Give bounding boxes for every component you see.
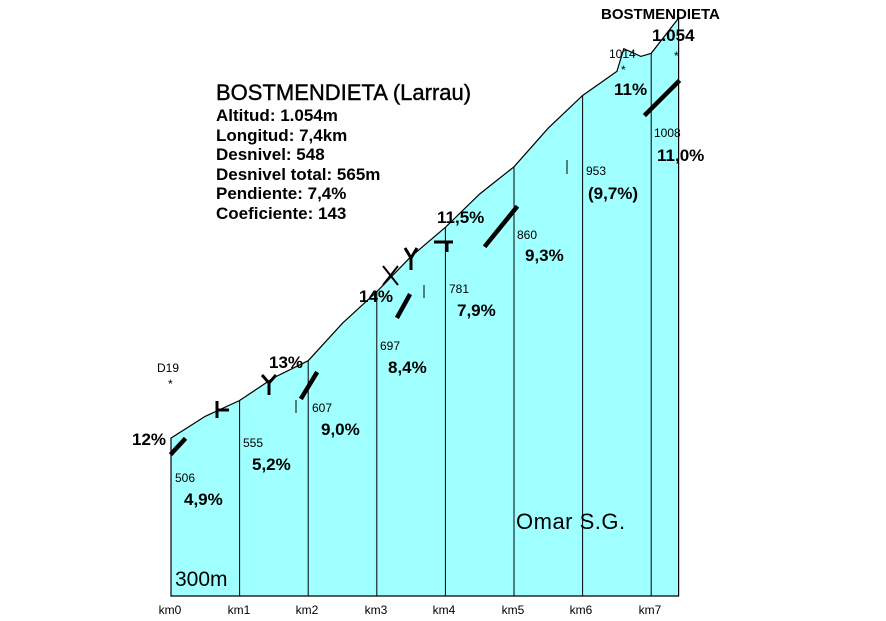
km-label-3: km3 bbox=[365, 603, 388, 617]
info-coeficiente: Coeficiente: 143 bbox=[216, 203, 347, 223]
author-credit: Omar S.G. bbox=[516, 509, 626, 534]
ramp-mark-km5 bbox=[482, 204, 520, 249]
altitude-label-3: 697 bbox=[380, 339, 400, 353]
info-desnivel-total: Desnivel total: 565m bbox=[216, 164, 381, 184]
gradient-label-2: 9,0% bbox=[321, 420, 360, 439]
km-label-4: km4 bbox=[433, 603, 456, 617]
base-scale-label: 300m bbox=[175, 568, 228, 591]
km-dividers bbox=[239, 53, 652, 596]
altitude-label-1: 555 bbox=[243, 436, 263, 450]
profile-area bbox=[170, 16, 680, 597]
ramp-mark-km3 bbox=[394, 292, 413, 320]
waypoint-marker-1014: * bbox=[621, 63, 626, 77]
gradient-label-0: 4,9% bbox=[184, 490, 223, 509]
info-pendiente: Pendiente: 7,4% bbox=[216, 184, 347, 203]
ramp-label-2: 14% bbox=[359, 287, 393, 306]
junction-t-icon-2 bbox=[434, 240, 453, 252]
summit-marker: * bbox=[674, 49, 679, 63]
info-longitud: Longitud: 7,4km bbox=[216, 125, 348, 145]
ramp-label-3: 11,5% bbox=[437, 208, 484, 227]
summit-name: BOSTMENDIETA bbox=[601, 6, 720, 23]
ramp-label-4: 11% bbox=[614, 80, 647, 99]
ramp-mark-summit bbox=[642, 78, 682, 118]
km-label-2: km2 bbox=[296, 603, 319, 617]
km-label-7: km7 bbox=[639, 603, 662, 617]
small-ticks bbox=[295, 160, 568, 413]
km-label-0: km0 bbox=[159, 603, 182, 617]
ramp-label-1: 13% bbox=[269, 353, 303, 372]
ramp-marks bbox=[168, 78, 682, 457]
waypoint-label-1014: 1014 bbox=[609, 47, 636, 61]
ramp-mark-km2 bbox=[298, 370, 320, 401]
gradient-label-1: 5,2% bbox=[252, 455, 291, 474]
junction-y-icon-1 bbox=[260, 374, 278, 395]
altitude-label-2: 607 bbox=[312, 401, 332, 415]
altitude-label-7: 1008 bbox=[654, 126, 681, 140]
climb-info-panel: BOSTMENDIETA (Larrau) Altitud: 1.054m Lo… bbox=[216, 80, 471, 223]
chart-labels: km0 km1 km2 km3 km4 km5 km6 km7 506 555 … bbox=[132, 47, 704, 617]
ramp-mark-km0 bbox=[168, 436, 188, 457]
summit-altitude: 1.054 bbox=[652, 26, 695, 45]
ramp-label-0: 12% bbox=[132, 430, 166, 449]
gradient-label-7: 11,0% bbox=[657, 146, 704, 165]
gradient-label-6: (9,7%) bbox=[588, 184, 638, 203]
junction-y-icon-2 bbox=[403, 247, 419, 270]
info-altitud: Altitud: 1.054m bbox=[216, 106, 338, 125]
waypoint-label-d19: D19 bbox=[157, 361, 179, 375]
gradient-label-5: 9,3% bbox=[525, 246, 564, 265]
km-label-1: km1 bbox=[228, 603, 251, 617]
km-label-5: km5 bbox=[502, 603, 525, 617]
junction-t-icon-1 bbox=[215, 401, 229, 418]
altitude-label-6: 953 bbox=[586, 164, 606, 178]
gradient-label-3: 8,4% bbox=[388, 358, 427, 377]
altitude-label-4: 781 bbox=[449, 282, 469, 296]
km-label-6: km6 bbox=[570, 603, 593, 617]
waypoint-marker-d19: * bbox=[168, 377, 173, 391]
info-desnivel: Desnivel: 548 bbox=[216, 145, 325, 164]
altitude-label-5: 860 bbox=[517, 228, 537, 242]
altitude-label-0: 506 bbox=[175, 471, 195, 485]
climb-title: BOSTMENDIETA (Larrau) bbox=[216, 80, 472, 105]
road-signs bbox=[215, 240, 453, 418]
gradient-label-4: 7,9% bbox=[457, 301, 496, 320]
crossroads-x-icon bbox=[382, 265, 399, 286]
